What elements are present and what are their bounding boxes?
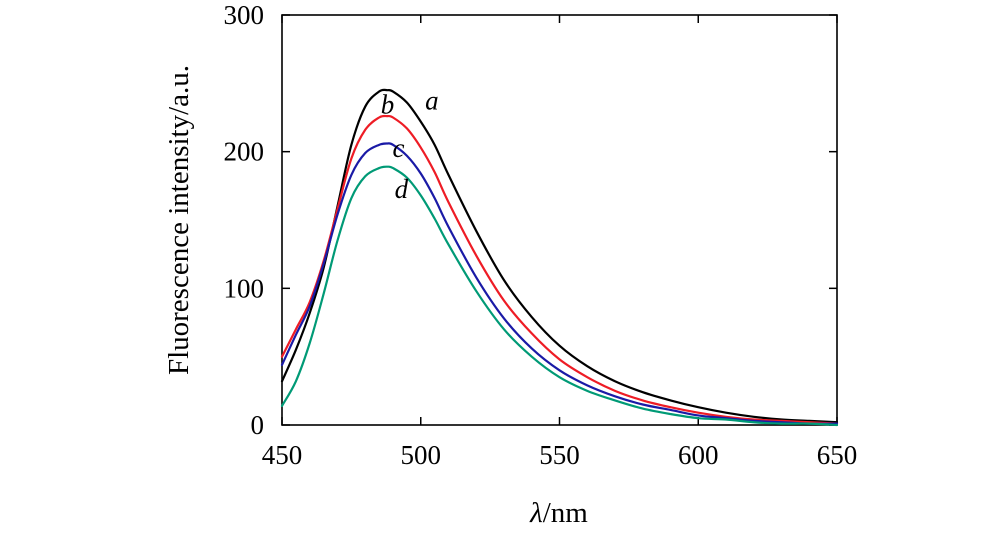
x-tick-label: 550 [539,440,580,470]
x-axis-ticks: 450 500 550 600 650 [262,15,858,470]
series-line-c [280,142,839,425]
x-tick-label: 650 [817,440,858,470]
series-line-d [280,165,839,427]
series-layer [280,88,839,427]
plot-frame [281,14,838,426]
x-tick-label: 500 [401,440,442,470]
x-axis-label-variable: λ [529,497,543,529]
x-tick-label: 600 [678,440,719,470]
y-tick-label: 100 [224,273,265,303]
curve-label-a: a [425,85,439,115]
curve-label-c: c [393,133,405,163]
series-line-a [280,88,839,424]
y-axis-label: Fluorescence intensity/a.u. [163,65,195,375]
y-tick-label: 0 [251,410,265,440]
curve-label-d: d [395,174,409,204]
x-axis-label-unit: /nm [543,497,589,529]
y-tick-label: 200 [224,137,265,167]
x-tick-label: 450 [262,440,303,470]
curve-label-b: b [381,89,395,119]
y-axis-ticks: 0 100 200 300 [224,0,837,440]
x-axis-label: λ/nm [529,497,588,529]
y-tick-label: 300 [224,0,265,30]
series-line-b [280,114,839,425]
